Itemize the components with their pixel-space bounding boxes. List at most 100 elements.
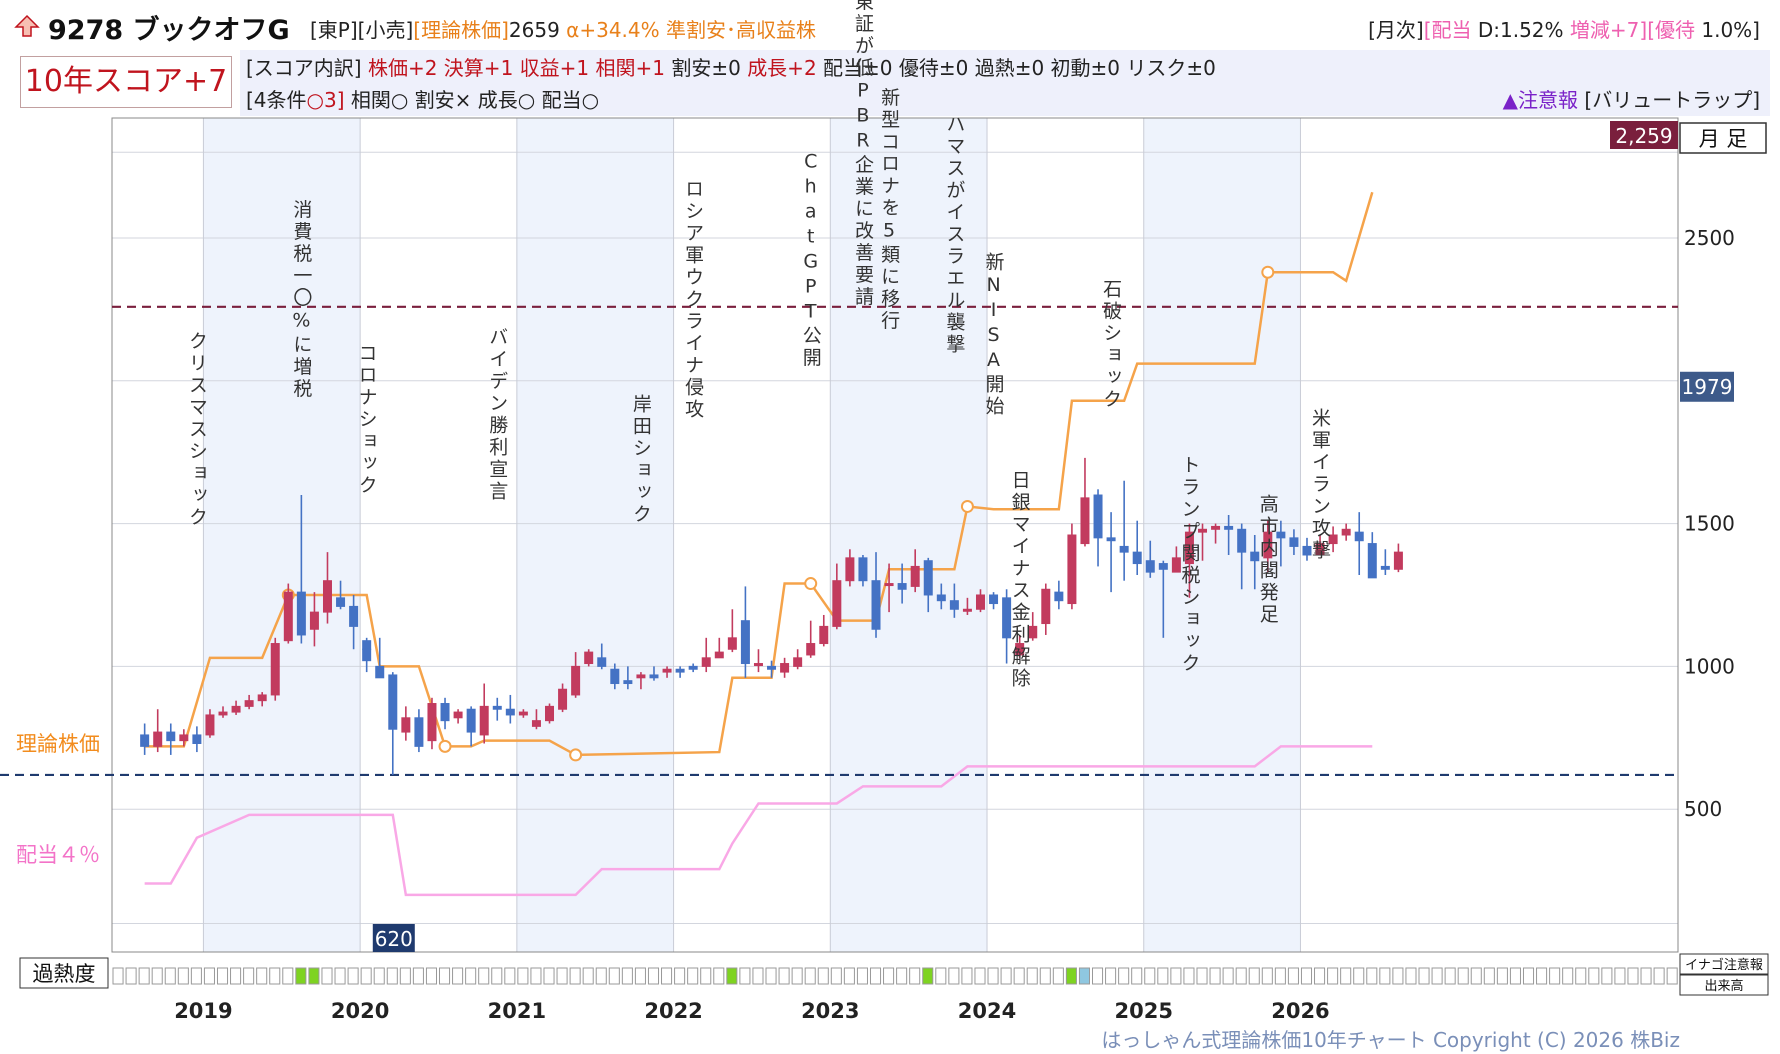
candle-body: [531, 720, 541, 727]
candle-body: [1067, 534, 1077, 605]
overheat-cell: [765, 967, 777, 985]
yutai-label[interactable]: [優待: [1647, 18, 1696, 42]
candle-body: [714, 651, 724, 659]
candle-body: [270, 643, 280, 696]
alpha-value: α+34.4%: [566, 18, 660, 42]
candle-2022-11: [806, 620, 816, 658]
overheat-cell: [726, 967, 738, 985]
dividend-label[interactable]: [配当: [1423, 18, 1472, 42]
overheat-cell: [987, 967, 999, 985]
overheat-cell: [1366, 967, 1378, 985]
overheat-cell: [1483, 967, 1495, 985]
candle-2022-02: [688, 663, 698, 673]
overheat-cell: [1092, 967, 1104, 985]
breakdown-mid1: 割安±0: [671, 56, 741, 80]
overheat-cell: [1431, 967, 1443, 985]
candle-2026-02: [1315, 535, 1325, 556]
overheat-cell: [1509, 967, 1521, 985]
inago-label: イナゴ注意報: [1685, 957, 1763, 973]
candle-2025-01: [1145, 540, 1155, 578]
theory-line-label: 理論株価: [16, 732, 100, 756]
breakdown-mid2: 配当±0 優待±0 過熱±0 初動±0 リスク±0: [823, 56, 1216, 80]
candle-2019-08: [296, 495, 306, 644]
event-label-8: 新型コロナを5類に移行: [878, 87, 900, 332]
overheat-cell: [621, 967, 633, 985]
year-label-2025: 2025: [1115, 999, 1173, 1023]
candle-body: [1106, 537, 1116, 542]
overheat-cell: [530, 967, 542, 985]
overheat-cell: [582, 967, 594, 985]
overheat-cell: [1522, 967, 1535, 985]
candle-2026-04: [1341, 523, 1351, 541]
candle-2025-10: [1263, 520, 1273, 573]
badges: 準割安･高収益株: [666, 18, 816, 42]
candle-body: [1145, 560, 1155, 573]
year-shading: [203, 118, 1301, 952]
warning-mark[interactable]: ▲注意報: [1502, 88, 1579, 112]
score-breakdown: [スコア内訳] 株価+2 決算+1 収益+1 相関+1 割安±0 成長+2 配当…: [246, 52, 1216, 81]
candle-body: [218, 711, 228, 716]
event-label-12: 石破ショック: [1100, 279, 1122, 411]
overheat-cell: [1105, 967, 1117, 985]
candle-2025-11: [1276, 520, 1286, 567]
candle-2019-10: [322, 552, 332, 624]
overheat-cell: [1209, 967, 1221, 985]
candle-2023-01: [832, 563, 842, 630]
chart-frame: [111, 117, 1679, 953]
overheat-cell: [909, 967, 921, 985]
overheat-cell: [1287, 967, 1299, 985]
candle-body: [806, 643, 816, 656]
overheat-cell: [1131, 967, 1143, 985]
candle-body: [753, 663, 763, 667]
overheat-cell: [399, 967, 411, 985]
overheat-cell: [1549, 967, 1561, 985]
candle-body: [1119, 545, 1129, 553]
monthly-button-label: 月 足: [1699, 127, 1748, 151]
candle-body: [936, 594, 946, 602]
candle-2022-09: [780, 657, 790, 678]
candle-2025-06: [1211, 523, 1221, 544]
candle-body: [1132, 551, 1142, 565]
overheat-cell: [1353, 967, 1365, 985]
overheat-cell: [1000, 967, 1012, 985]
candle-2025-08: [1237, 523, 1247, 590]
overheat-cell: [856, 967, 868, 985]
year-shade-2021: [516, 118, 674, 952]
candle-2025-12: [1289, 529, 1299, 555]
overheat-cell: [1144, 967, 1156, 985]
candle-body: [1211, 525, 1221, 530]
theory-tag[interactable]: [理論株価]: [413, 18, 509, 42]
overheat-cell: [138, 967, 150, 985]
candle-body: [518, 711, 528, 716]
plot-border: [111, 117, 1679, 953]
candle-body: [1393, 551, 1403, 570]
overheat-cell: [269, 967, 281, 985]
candle-2019-04: [244, 694, 254, 710]
candle-body: [989, 594, 999, 605]
conditions-label: [4条件: [246, 88, 307, 112]
candle-body: [1080, 497, 1090, 545]
candle-2024-07: [1067, 523, 1077, 610]
candle-2023-08: [923, 557, 933, 613]
overheat-cell: [569, 967, 581, 985]
candle-body: [140, 734, 150, 747]
candle-2022-01: [675, 666, 685, 678]
overheat-cell: [1653, 967, 1665, 985]
candle-2025-09: [1250, 535, 1260, 590]
candle-body: [793, 657, 803, 667]
candle-2018-10: [166, 723, 176, 755]
overheat-cell: [1379, 967, 1391, 985]
overheat-cell: [713, 967, 725, 985]
overheat-cell: [1470, 967, 1482, 985]
ytick-1500: 1500: [1684, 512, 1735, 536]
overheat-cell: [974, 967, 986, 985]
ytick-500: 500: [1684, 797, 1722, 821]
monthly-link[interactable]: [月次]: [1368, 18, 1424, 42]
candle-2021-08: [610, 663, 620, 690]
theory-marker: [1261, 265, 1275, 279]
overheat-cell: [674, 967, 686, 985]
dividend-polyline: [144, 745, 1373, 897]
